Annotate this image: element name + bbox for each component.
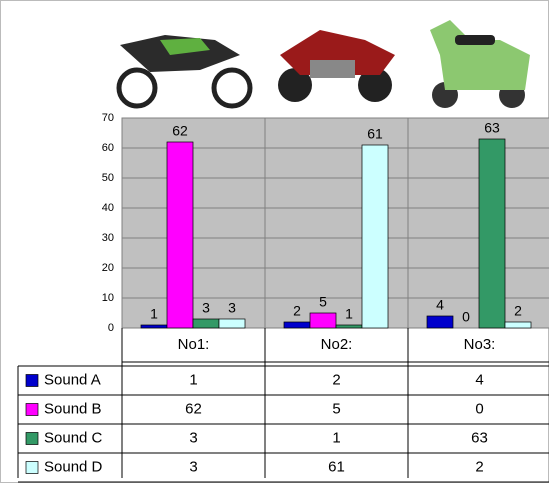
table-cell: 0 <box>475 400 483 417</box>
table-cell: 63 <box>471 429 488 446</box>
value-label: 0 <box>462 309 470 325</box>
table-cell: 4 <box>475 371 483 388</box>
value-label: 2 <box>514 303 522 319</box>
value-label: 2 <box>293 303 301 319</box>
value-label: 61 <box>367 126 383 142</box>
value-label: 4 <box>436 297 444 313</box>
y-tick-label: 50 <box>102 172 114 184</box>
y-tick-label: 30 <box>102 232 114 244</box>
legend-swatch <box>25 403 39 416</box>
y-tick-label: 40 <box>102 202 114 214</box>
y-tick-label: 70 <box>102 112 114 124</box>
legend-swatch <box>25 461 39 474</box>
table-cell: 3 <box>189 429 197 446</box>
value-label: 5 <box>319 294 327 310</box>
table-cell: 5 <box>332 400 340 417</box>
bar <box>140 324 168 329</box>
bar <box>478 138 506 329</box>
x-tick-label: No2: <box>321 336 353 353</box>
x-tick-label: No1: <box>178 336 210 353</box>
legend-label: Sound D <box>44 458 103 475</box>
bar <box>166 141 194 329</box>
bar <box>192 318 220 329</box>
value-label: 3 <box>228 300 236 316</box>
legend-label: Sound B <box>44 400 102 417</box>
value-label: 62 <box>172 123 188 139</box>
value-label: 3 <box>202 300 210 316</box>
x-tick-label: No3: <box>464 336 496 353</box>
value-label: 1 <box>345 306 353 322</box>
y-tick-label: 20 <box>102 262 114 274</box>
bar <box>283 321 311 329</box>
table-cell: 61 <box>328 458 345 475</box>
y-tick-label: 10 <box>102 292 114 304</box>
y-tick-label: 0 <box>108 322 114 334</box>
bar <box>504 321 532 329</box>
table-cell: 2 <box>475 458 483 475</box>
bar <box>426 315 454 329</box>
value-label: 1 <box>150 306 158 322</box>
table-cell: 62 <box>185 400 202 417</box>
bike-image <box>116 35 253 109</box>
table-cell: 1 <box>189 371 197 388</box>
table-cell: 3 <box>189 458 197 475</box>
bar <box>309 312 337 329</box>
legend-swatch <box>25 432 39 445</box>
bar <box>218 318 246 329</box>
bar <box>335 324 363 329</box>
bike-image <box>430 20 530 108</box>
bike-image <box>278 30 395 102</box>
legend-label: Sound C <box>44 429 103 446</box>
table-cell: 2 <box>332 371 340 388</box>
legend-label: Sound A <box>44 371 101 388</box>
table-cell: 1 <box>332 429 340 446</box>
legend-swatch <box>25 374 39 387</box>
y-tick-label: 60 <box>102 142 114 154</box>
bar <box>361 144 389 329</box>
value-label: 63 <box>484 120 500 136</box>
